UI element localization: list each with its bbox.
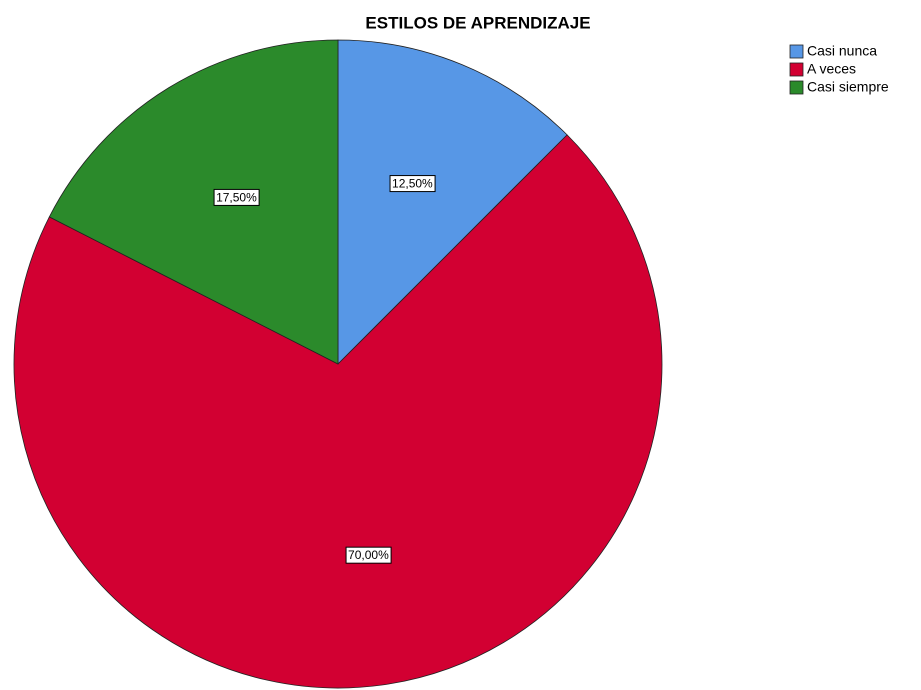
legend-label: Casi siempre [807,79,889,95]
data-label: 17,50% [213,188,260,206]
data-label-box [345,546,392,564]
data-label: 70,00% [345,546,392,564]
data-label-text: 17,50% [216,190,257,204]
data-label-text: 12,50% [392,177,433,191]
data-label-text: 70,00% [348,548,389,562]
data-label-box [389,175,436,193]
data-label: 12,50% [389,175,436,193]
pie-slice [337,39,568,365]
pie-slice [48,39,339,365]
legend-swatch [789,80,804,95]
data-label-box [213,188,260,206]
legend-label: Casi nunca [807,43,877,59]
legend-swatch [789,62,804,77]
pie-slice [13,134,663,689]
chart-title: ESTILOS DE APRENDIZAJE [365,13,590,32]
legend-swatch [789,44,804,59]
legend-label: A veces [807,61,856,77]
